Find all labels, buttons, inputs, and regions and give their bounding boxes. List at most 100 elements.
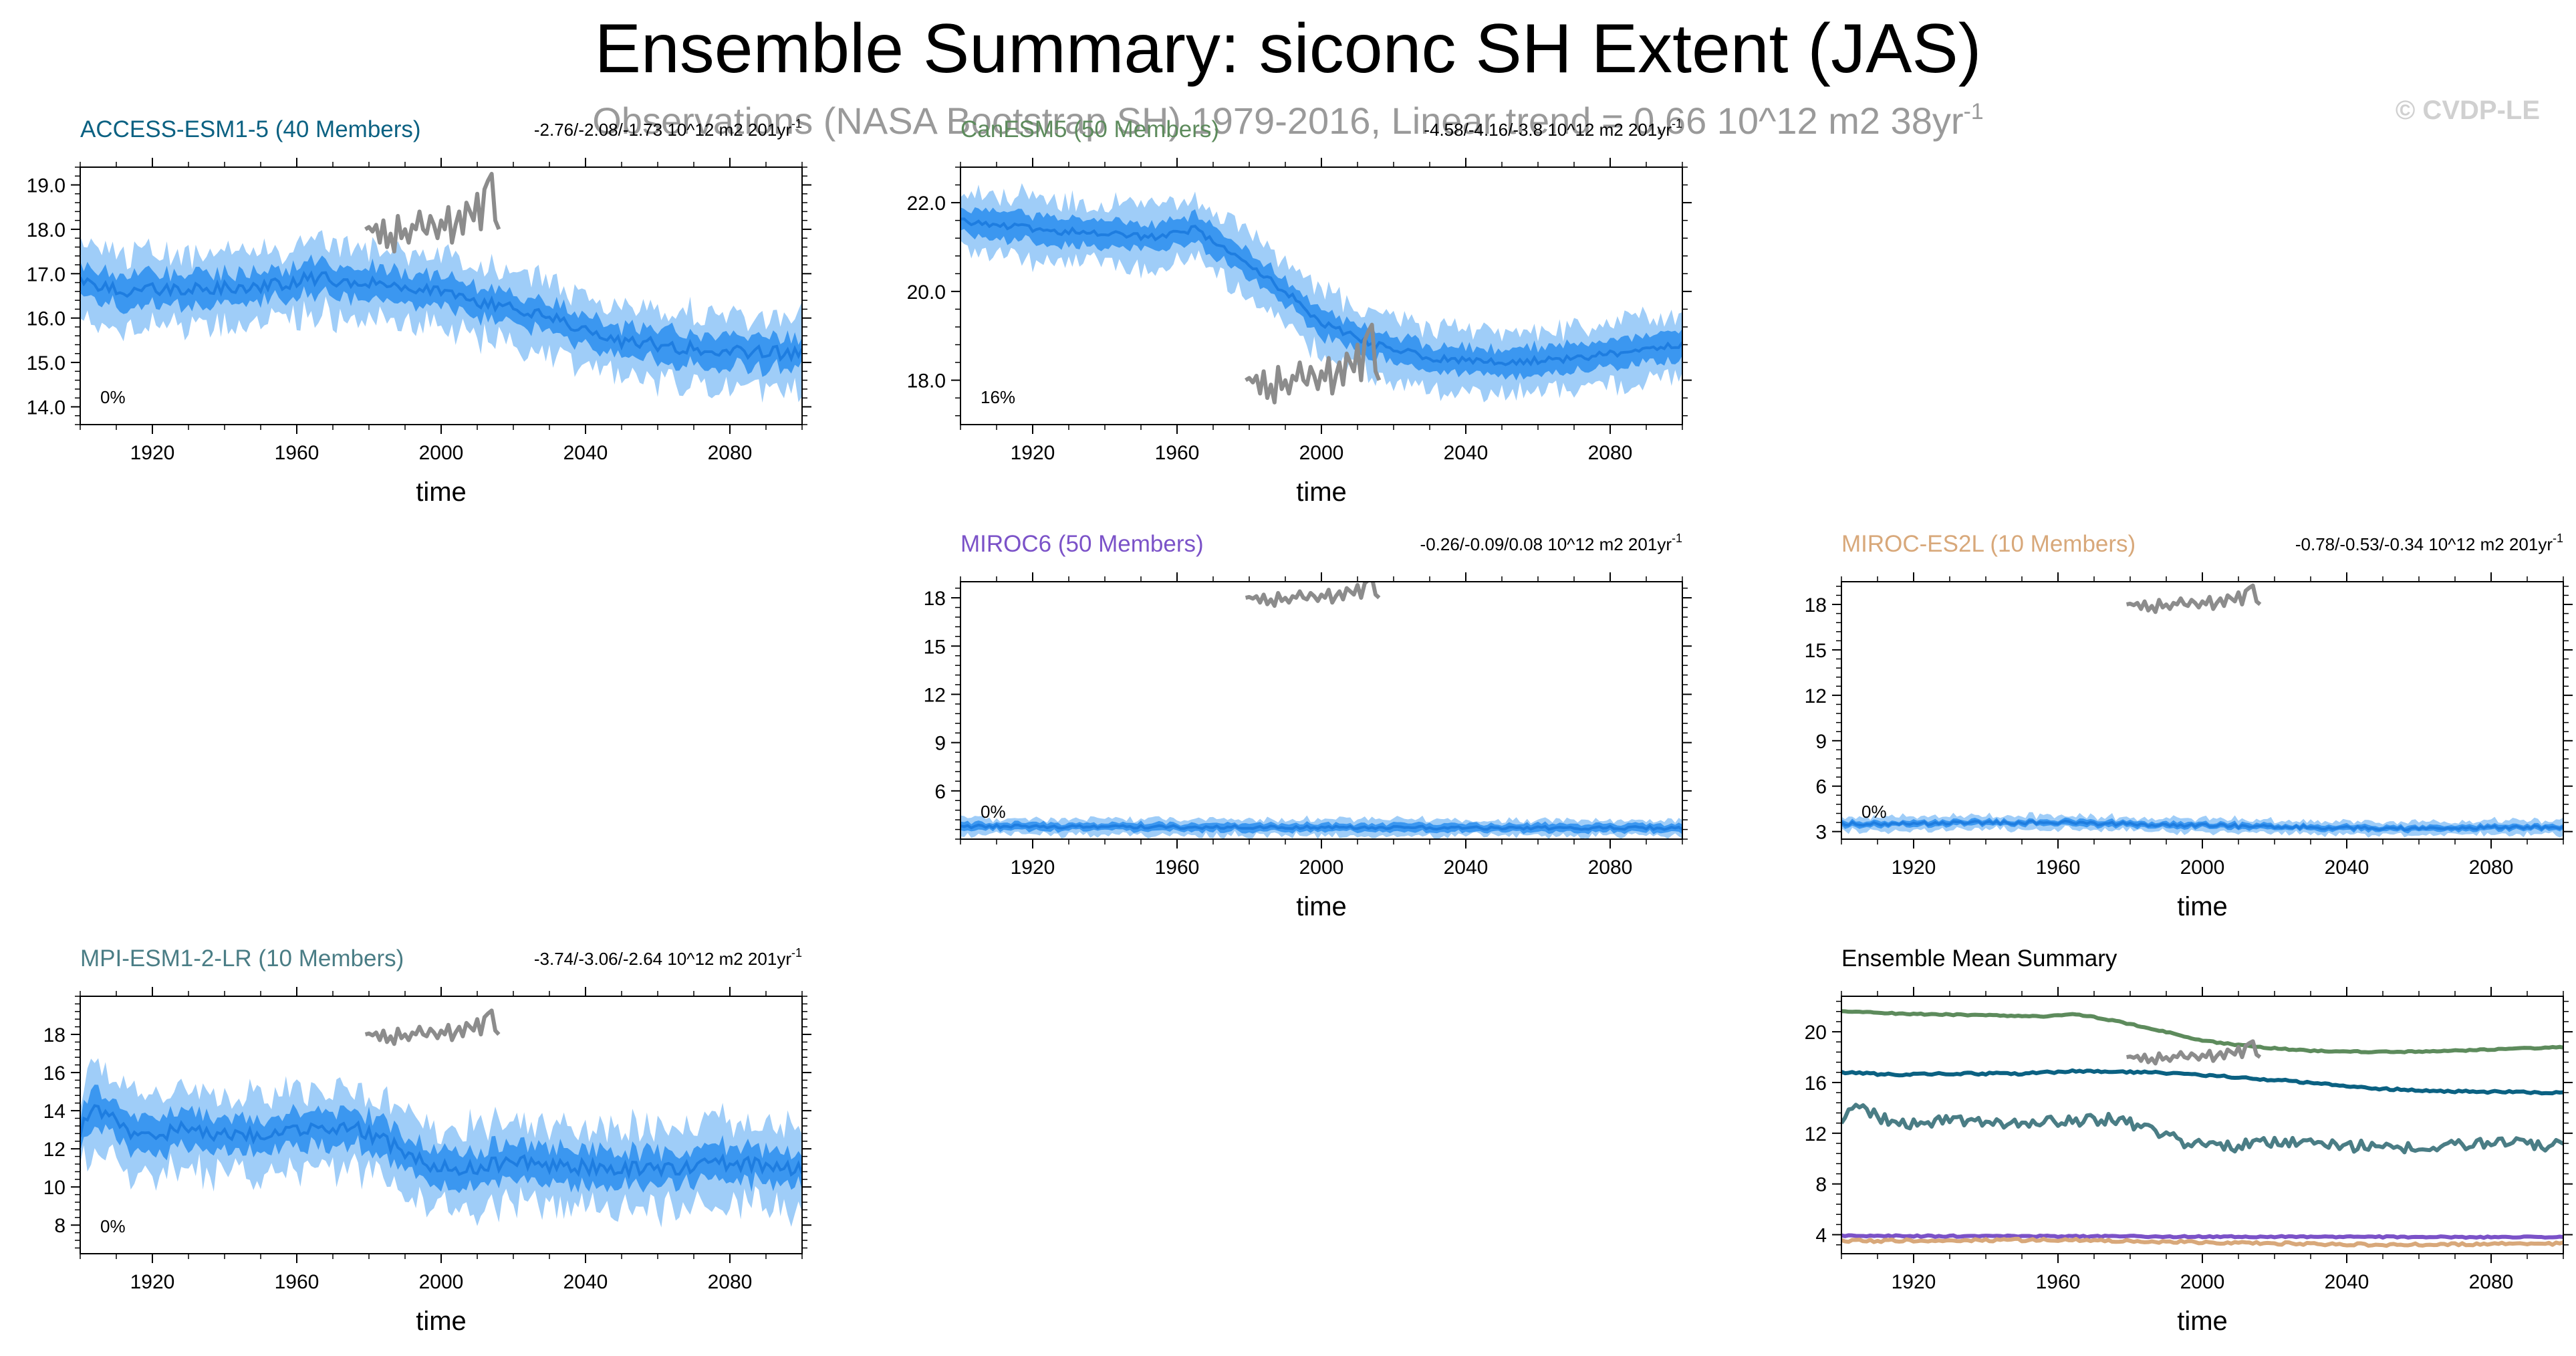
y-tick-label: 12 bbox=[1805, 1123, 1827, 1145]
x-tick-label: 2080 bbox=[2469, 857, 2514, 879]
trend-label: -4.58/-4.16/-3.8 10^12 m2 201yr-1 bbox=[1424, 117, 1682, 140]
y-tick-label: 15.0 bbox=[27, 352, 66, 374]
x-tick-label: 2040 bbox=[2325, 1271, 2369, 1293]
panel-title: Ensemble Mean Summary bbox=[1841, 945, 2117, 972]
y-tick-label: 10 bbox=[43, 1177, 66, 1199]
observations-line bbox=[2126, 1039, 2262, 1066]
series-line-miroc6 bbox=[1841, 1233, 2563, 1240]
trend-label: -0.78/-0.53/-0.34 10^12 m2 201yr-1 bbox=[2295, 532, 2563, 554]
x-tick-label: 2040 bbox=[1444, 857, 1489, 879]
x-tick-label: 2040 bbox=[563, 442, 608, 464]
x-tick-label: 1960 bbox=[2036, 1271, 2081, 1293]
x-tick-label: 2000 bbox=[1299, 442, 1344, 464]
observations-line bbox=[1245, 582, 1381, 608]
trend-label-text: -4.58/-4.16/-3.8 10^12 m2 201yr bbox=[1424, 120, 1672, 140]
x-tick-label: 2000 bbox=[2180, 1271, 2225, 1293]
y-tick-label: 9 bbox=[1815, 731, 1827, 753]
y-tick-label: 20.0 bbox=[907, 281, 946, 304]
x-tick-label: 1920 bbox=[1892, 1271, 1936, 1293]
y-tick-label: 22.0 bbox=[907, 193, 946, 215]
y-tick-label: 18.0 bbox=[907, 370, 946, 392]
x-tick-label: 2080 bbox=[1588, 442, 1633, 464]
ensemble-mean-line bbox=[960, 217, 1682, 367]
ensemble-mean-line bbox=[960, 823, 1682, 831]
y-tick-label: 14 bbox=[43, 1101, 66, 1123]
x-tick-label: 2040 bbox=[563, 1271, 608, 1293]
y-tick-label: 8 bbox=[54, 1215, 66, 1237]
panel-title: ACCESS-ESM1-5 (40 Members) bbox=[80, 116, 421, 142]
panel-title: MIROC6 (50 Members) bbox=[960, 531, 1204, 557]
x-axis-title: time bbox=[1296, 477, 1347, 507]
x-tick-label: 1960 bbox=[275, 1271, 319, 1293]
y-tick-label: 8 bbox=[1815, 1174, 1827, 1196]
y-tick-label: 6 bbox=[1815, 776, 1827, 798]
panel-title: MPI-ESM1-2-LR (10 Members) bbox=[80, 945, 404, 972]
trend-label: -2.76/-2.08/-1.73 10^12 m2 201yr-1 bbox=[534, 117, 802, 140]
panel-canesm5: CanESM5 (50 Members) -4.58/-4.16/-3.8 10^… bbox=[907, 116, 1692, 507]
x-tick-label: 1960 bbox=[1155, 442, 1200, 464]
panel-title: MIROC-ES2L (10 Members) bbox=[1841, 531, 2136, 557]
y-tick-label: 12 bbox=[924, 684, 946, 706]
x-axis-title: time bbox=[1296, 892, 1347, 921]
trend-label-text: -0.26/-0.09/0.08 10^12 m2 201yr bbox=[1420, 534, 1672, 554]
y-tick-label: 15 bbox=[1805, 640, 1827, 662]
trend-label-text: -3.74/-3.06/-2.64 10^12 m2 201yr bbox=[534, 949, 791, 969]
subtitle-text: Observations (NASA Bootstrap SH) 1979-20… bbox=[592, 100, 1963, 142]
series-line-miroc-es2l bbox=[1841, 1236, 2563, 1248]
x-tick-label: 1960 bbox=[1155, 857, 1200, 879]
panel-access: ACCESS-ESM1-5 (40 Members) -2.76/-2.08/-1… bbox=[27, 116, 811, 507]
series-line-canesm5 bbox=[1841, 1009, 2563, 1054]
y-tick-label: 17.0 bbox=[27, 263, 66, 286]
x-tick-label: 2000 bbox=[419, 442, 464, 464]
series-line-access-esm1-5 bbox=[1841, 1068, 2563, 1096]
plot-frame bbox=[1841, 581, 2564, 840]
y-tick-label: 16 bbox=[43, 1062, 66, 1085]
x-tick-label: 1920 bbox=[130, 1271, 175, 1293]
ensemble-mean-line bbox=[80, 1104, 802, 1179]
y-tick-label: 4 bbox=[1815, 1225, 1827, 1247]
trend-label-superscript: -1 bbox=[791, 946, 802, 959]
y-tick-label: 15 bbox=[924, 636, 946, 658]
x-tick-label: 2080 bbox=[708, 1271, 753, 1293]
y-tick-label: 18 bbox=[43, 1024, 66, 1046]
y-tick-label: 12 bbox=[1805, 685, 1827, 707]
y-tick-label: 20 bbox=[1805, 1022, 1827, 1044]
x-tick-label: 2080 bbox=[2469, 1271, 2514, 1293]
ensemble-mean-line bbox=[1841, 819, 2563, 832]
panel-mirocES2L: MIROC-ES2L (10 Members) -0.78/-0.53/-0.34… bbox=[1805, 531, 2573, 921]
series-line-mpi-esm1-2-lr bbox=[1841, 1103, 2563, 1155]
trend-label-text: -2.76/-2.08/-1.73 10^12 m2 201yr bbox=[534, 120, 791, 140]
trend-label-superscript: -1 bbox=[1672, 117, 1682, 130]
ensemble-mean-line bbox=[80, 270, 802, 363]
x-tick-label: 1920 bbox=[130, 442, 175, 464]
x-axis-title: time bbox=[416, 477, 467, 507]
trend-label-superscript: -1 bbox=[2553, 532, 2563, 545]
percent-label: 16% bbox=[981, 387, 1015, 407]
x-tick-label: 2080 bbox=[708, 442, 753, 464]
y-tick-label: 3 bbox=[1815, 822, 1827, 844]
trend-label-superscript: -1 bbox=[791, 117, 802, 130]
trend-label: -0.26/-0.09/0.08 10^12 m2 201yr-1 bbox=[1420, 532, 1682, 554]
y-tick-label: 12 bbox=[43, 1139, 66, 1161]
x-tick-label: 2000 bbox=[1299, 857, 1344, 879]
y-tick-label: 18.0 bbox=[27, 219, 66, 241]
ensemble-range-band bbox=[80, 230, 802, 403]
x-axis-title: time bbox=[2177, 1307, 2228, 1336]
ensemble-iqr-band bbox=[80, 1085, 802, 1194]
observations-line bbox=[1245, 322, 1382, 405]
panel-miroc6: MIROC6 (50 Members) -0.26/-0.09/0.08 10^1… bbox=[924, 531, 1692, 921]
percent-label: 0% bbox=[981, 802, 1006, 822]
y-tick-label: 18 bbox=[1805, 594, 1827, 616]
percent-label: 0% bbox=[1861, 802, 1887, 822]
copyright-label: © CVDP-LE bbox=[2396, 96, 2540, 125]
percent-label: 0% bbox=[100, 387, 126, 407]
x-tick-label: 1920 bbox=[1892, 857, 1936, 879]
observations-subtitle: Observations (NASA Bootstrap SH) 1979-20… bbox=[592, 99, 1983, 142]
x-tick-label: 1920 bbox=[1011, 857, 1055, 879]
y-tick-label: 14.0 bbox=[27, 397, 66, 419]
x-tick-label: 2040 bbox=[2325, 857, 2369, 879]
x-tick-label: 1960 bbox=[2036, 857, 2081, 879]
y-tick-label: 19.0 bbox=[27, 175, 66, 197]
x-tick-label: 1920 bbox=[1011, 442, 1055, 464]
